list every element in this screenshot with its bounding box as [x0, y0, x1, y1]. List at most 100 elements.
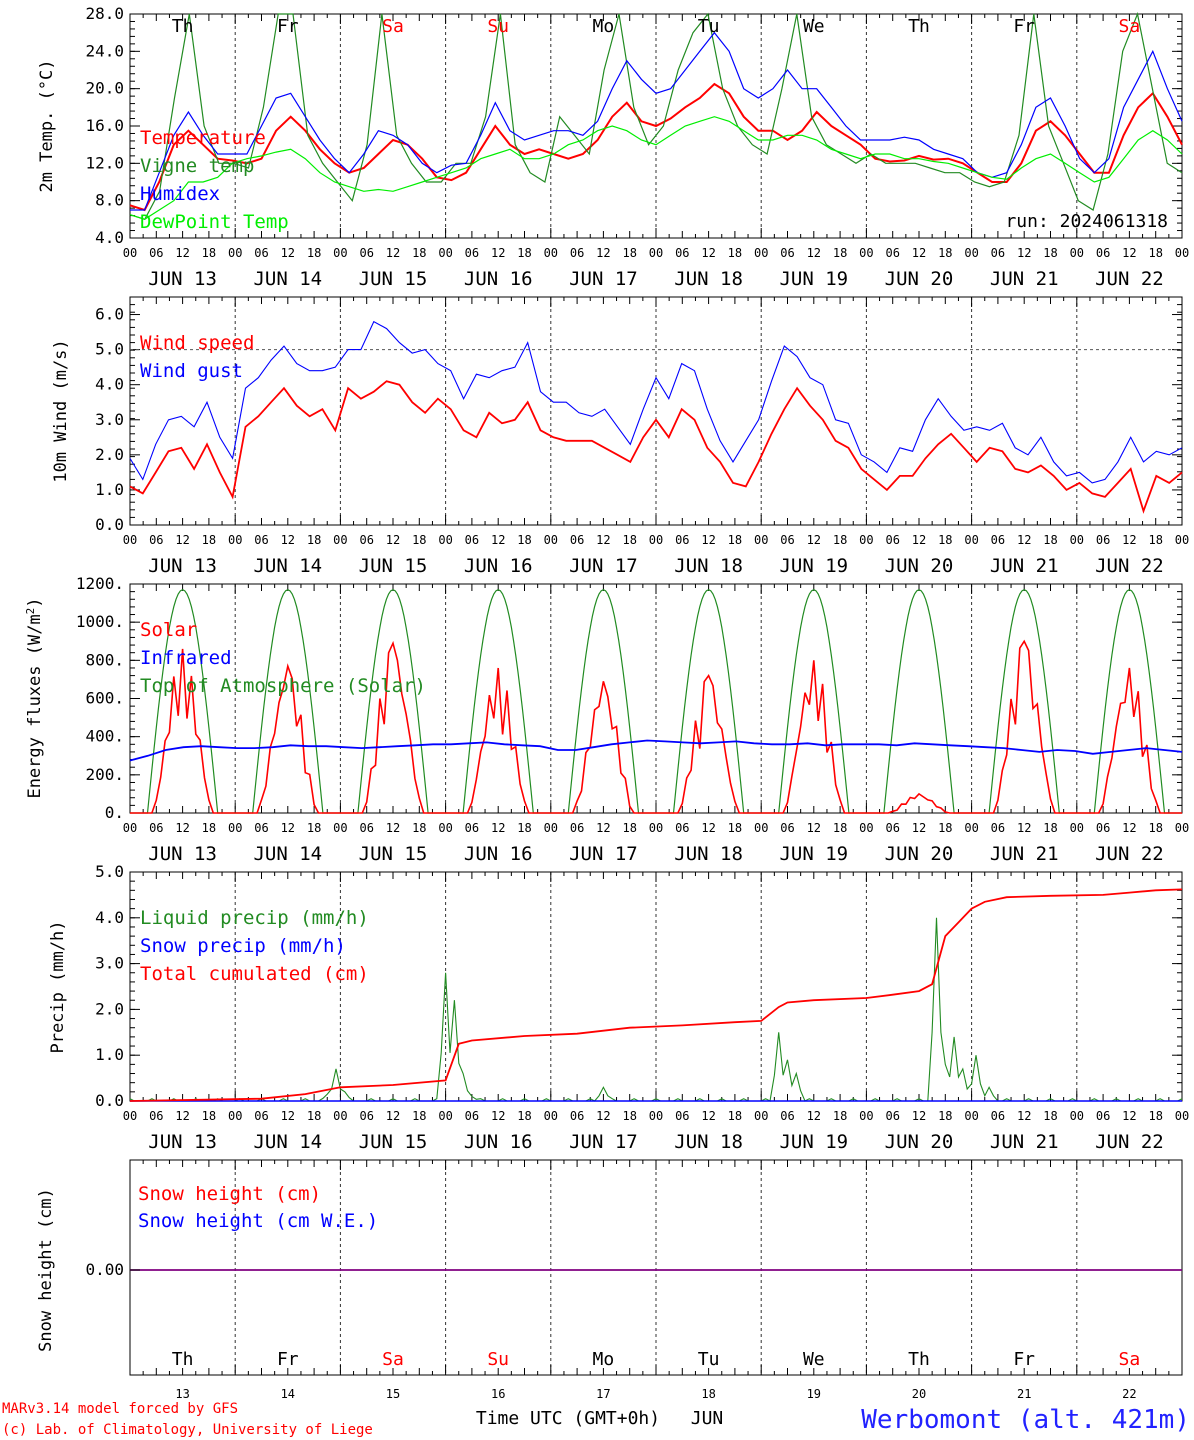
hour-tick-label: 18 [202, 533, 216, 547]
hour-tick-label: 00 [228, 533, 242, 547]
hour-tick-label: 00 [964, 533, 978, 547]
hour-tick-label: 18 [1148, 246, 1162, 260]
cumulated-precip-line [129, 888, 1183, 1102]
date-label: JUN 22 [1095, 555, 1164, 577]
hour-tick-label: 06 [254, 533, 268, 547]
hour-tick-label: 06 [1096, 533, 1110, 547]
date-label: JUN 19 [779, 555, 848, 577]
hour-tick-label: 00 [1175, 821, 1189, 835]
toa-curve [445, 589, 551, 814]
hour-tick-label: 18 [307, 1109, 321, 1123]
hour-tick-label: 12 [1122, 821, 1136, 835]
legend-entry: Liquid precip (mm/h) [140, 907, 369, 929]
hour-tick-label: 06 [1096, 821, 1110, 835]
hour-tick-label: 18 [517, 533, 531, 547]
date-label: JUN 20 [885, 555, 954, 577]
toa-curve [340, 589, 446, 814]
solar-curve [130, 648, 236, 814]
hour-tick-label: 00 [228, 246, 242, 260]
panel-4: 0.0 1.0 2.0 3.0 4.0 5.0 00 06 12 18 00 06 12 18 00 06 12… [48, 862, 1189, 1153]
hour-tick-label: 18 [728, 821, 742, 835]
weekday-label: Sa [1119, 1349, 1141, 1370]
hour-tick-label: 18 [833, 533, 847, 547]
hour-tick-label: 00 [544, 1109, 558, 1123]
y-axis-label: 10m Wind (m/s) [51, 339, 71, 482]
hour-tick-label: 06 [991, 1109, 1005, 1123]
hour-tick-label: 12 [596, 1109, 610, 1123]
date-label: JUN 14 [253, 555, 322, 577]
hour-tick-label: 06 [254, 821, 268, 835]
hour-tick-label: 06 [359, 1109, 373, 1123]
toa-curve [656, 589, 762, 814]
toa-curve [1076, 589, 1182, 814]
hour-tick-label: 00 [649, 1109, 663, 1123]
hour-tick-label: 18 [728, 1109, 742, 1123]
hour-tick-label: 12 [701, 246, 715, 260]
hour-tick-label: 06 [359, 533, 373, 547]
hour-tick-label: 06 [780, 1109, 794, 1123]
hour-tick-label: 12 [281, 533, 295, 547]
legend-entry: Snow height (cm) [138, 1183, 321, 1205]
y-axis-label: Snow height (cm) [36, 1188, 56, 1352]
legend-entry: DewPoint Temp [140, 211, 289, 233]
hour-tick-label: 18 [307, 821, 321, 835]
date-label: JUN 15 [359, 1131, 428, 1153]
y-axis-label-part: Energy fluxes (W/m [25, 614, 45, 798]
y-tick-label: 0.00 [85, 1260, 124, 1279]
hour-tick-label: 18 [1043, 533, 1057, 547]
hour-tick-label: 06 [885, 1109, 899, 1123]
hour-tick-label: 06 [570, 246, 584, 260]
date-label: JUN 20 [885, 268, 954, 290]
weekday-label: Sa [382, 16, 404, 37]
hour-tick-label: 18 [1043, 1109, 1057, 1123]
series-line-temperature [129, 82, 1183, 212]
hour-tick-label: 12 [491, 1109, 505, 1123]
weekday-label: Mo [593, 1349, 615, 1370]
hour-tick-label: 00 [964, 821, 978, 835]
series-line-humidex [130, 31, 1183, 211]
toa-curve [235, 589, 341, 814]
hour-tick-label: 12 [1017, 821, 1031, 835]
y-tick-label: 600. [85, 689, 124, 708]
hour-tick-label: 06 [675, 1109, 689, 1123]
weekday-label: Fr [1013, 16, 1035, 37]
date-label: JUN 17 [569, 1131, 638, 1153]
legend-entry: Snow precip (mm/h) [140, 935, 346, 957]
date-label: JUN 21 [990, 268, 1059, 290]
hour-tick-label: 06 [570, 533, 584, 547]
hour-tick-label: 12 [175, 533, 189, 547]
y-tick-label: 5.0 [95, 862, 124, 881]
hour-tick-label: 06 [570, 821, 584, 835]
weekday-label: Fr [1013, 1349, 1035, 1370]
date-label: JUN 15 [359, 268, 428, 290]
hour-tick-label: 12 [701, 533, 715, 547]
hour-tick-label: 12 [701, 1109, 715, 1123]
hour-tick-label: 12 [1017, 1109, 1031, 1123]
hour-tick-label: 18 [938, 821, 952, 835]
day-number-label: 16 [491, 1387, 505, 1401]
hour-tick-label: 00 [1070, 821, 1084, 835]
hour-tick-label: 18 [412, 246, 426, 260]
y-tick-label: 0.0 [95, 515, 124, 534]
y-axis-label: Energy fluxes (W/m2) [24, 597, 46, 798]
hour-tick-label: 00 [438, 821, 452, 835]
solar-curve [445, 667, 551, 814]
hour-tick-label: 00 [754, 1109, 768, 1123]
day-number-label: 13 [175, 1387, 189, 1401]
date-label: JUN 17 [569, 843, 638, 865]
date-label: JUN 21 [990, 843, 1059, 865]
hour-tick-label: 06 [359, 821, 373, 835]
day-number-label: 15 [386, 1387, 400, 1401]
weekday-label: Fr [277, 16, 299, 37]
solar-curve [656, 674, 762, 814]
station-label: Werbomont (alt. 421m) [861, 1405, 1190, 1435]
series-line-wind-gust [129, 320, 1183, 484]
y-tick-label: 28.0 [85, 4, 124, 23]
weekday-label: Th [172, 16, 194, 37]
hour-tick-label: 12 [1122, 246, 1136, 260]
date-label: JUN 14 [253, 843, 322, 865]
hour-tick-label: 00 [123, 821, 137, 835]
hour-tick-label: 12 [596, 533, 610, 547]
hour-tick-label: 06 [149, 1109, 163, 1123]
